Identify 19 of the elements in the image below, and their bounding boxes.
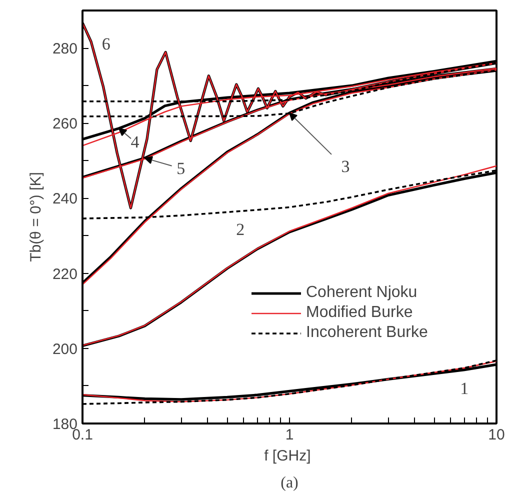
x-axis-title: f [GHz] xyxy=(264,448,311,464)
annotation: 4 xyxy=(130,132,140,152)
annotation: 3 xyxy=(341,157,350,176)
x-tick-label: 10 xyxy=(488,426,505,444)
y-tick-label: 240 xyxy=(52,190,78,208)
annotation: 6 xyxy=(102,34,110,54)
x-tick-label: 1 xyxy=(285,426,294,444)
legend-label: Coherent Njoku xyxy=(306,284,418,302)
legend-label: Incoherent Burke xyxy=(306,324,428,342)
y-tick-label: 200 xyxy=(52,340,78,358)
y-tick-label: 220 xyxy=(52,266,78,283)
y-tick-label: 260 xyxy=(52,116,78,133)
annotation: 5 xyxy=(176,159,186,178)
annotation: 1 xyxy=(460,378,469,398)
text: (a) xyxy=(280,474,298,492)
y-axis-title: Tb(θ = 0°) [K] xyxy=(27,172,44,262)
y-tick-label: 280 xyxy=(52,40,78,58)
annotation: 2 xyxy=(236,220,245,239)
legend-label: Modified Burke xyxy=(306,304,413,322)
